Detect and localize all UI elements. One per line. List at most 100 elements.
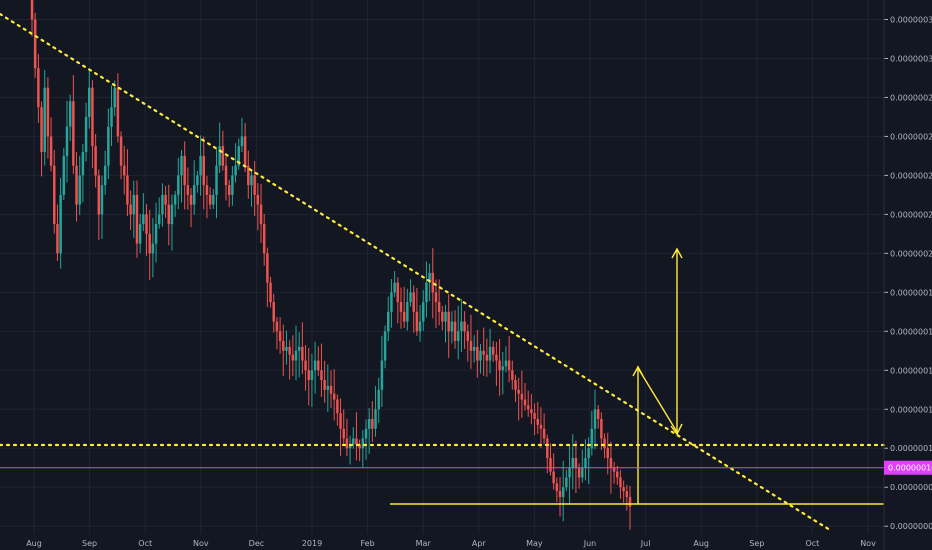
candle-body	[129, 204, 132, 215]
candle-body	[546, 438, 549, 458]
candle-body	[46, 87, 50, 137]
candle-body	[329, 385, 333, 394]
candle-body	[91, 87, 94, 147]
candle-body	[221, 146, 225, 166]
candle-body	[390, 292, 393, 312]
candle-body	[135, 194, 139, 244]
candle-body	[406, 302, 409, 322]
candle-body	[402, 311, 406, 322]
y-tick-label: 0.00000033	[890, 15, 932, 24]
candle-body	[571, 457, 574, 468]
y-tick-label: 0.00000013	[890, 405, 932, 414]
candle-body	[240, 136, 244, 147]
candle-body	[237, 146, 240, 166]
y-tick-label: 0.00000021	[890, 249, 932, 258]
y-tick-label: 0.00000019	[890, 288, 932, 297]
x-tick-label: Nov	[860, 539, 876, 548]
time-axis[interactable]: Aug Sep Oct Nov Dec 2019 Feb Mar Apr May Jun Jul Aug…	[26, 539, 876, 548]
candle-body	[584, 457, 587, 468]
candle-body	[30, 0, 34, 20]
candle-body	[49, 136, 53, 166]
candle-body	[275, 321, 279, 332]
y-tick-label: 0.00000027	[890, 132, 932, 141]
candle-body	[282, 341, 285, 351]
candle-body	[447, 311, 450, 332]
projection-path[interactable]	[637, 250, 678, 504]
candle-body	[107, 126, 110, 166]
candle-body	[418, 321, 422, 332]
candle-body	[53, 165, 56, 225]
candle-body	[466, 331, 470, 342]
y-tick-label: 0.00000011	[890, 444, 932, 453]
candle-body	[183, 155, 186, 186]
y-tick-label: 0.00000029	[890, 93, 932, 102]
candles	[30, 0, 632, 530]
candle-body	[415, 311, 419, 332]
y-tick-label: 0.00000007	[890, 522, 932, 531]
candle-body	[145, 214, 148, 234]
candle-body	[234, 165, 237, 176]
candle-body	[609, 457, 613, 468]
candle-body	[243, 136, 247, 166]
candle-body	[218, 146, 221, 166]
candle-body	[345, 438, 349, 449]
candle-body	[110, 107, 113, 127]
price-axis[interactable]: 0.00000033 0.00000031 0.00000029 0.00000027…	[883, 0, 932, 550]
candle-body	[62, 155, 66, 195]
candle-body	[428, 272, 431, 283]
candle-body	[56, 224, 59, 254]
x-tick-label: 2019	[302, 539, 322, 548]
candle-body	[269, 282, 272, 303]
candle-body	[97, 175, 101, 215]
x-tick-label: Aug	[693, 539, 709, 548]
candle-body	[247, 165, 250, 186]
x-tick-label: Jul	[640, 539, 651, 548]
candle-body	[542, 428, 546, 439]
candle-body	[262, 224, 266, 254]
candle-body	[434, 292, 438, 303]
candle-body	[476, 346, 479, 361]
candle-body	[68, 101, 72, 127]
candle-body	[593, 409, 597, 429]
candle-body	[88, 87, 91, 117]
grid-lines	[0, 0, 884, 534]
candle-body	[259, 204, 263, 225]
candle-body	[526, 405, 530, 410]
candle-body	[377, 389, 380, 410]
candle-body	[374, 409, 377, 429]
candle-body	[132, 194, 136, 215]
candle-body	[425, 282, 428, 303]
x-tick-label: Aug	[26, 539, 42, 548]
x-tick-label: Oct	[805, 539, 819, 548]
candle-body	[256, 194, 260, 205]
candle-body	[78, 175, 81, 205]
candle-body	[456, 331, 460, 342]
candle-body	[619, 477, 622, 488]
descending-trendline[interactable]	[0, 12, 832, 532]
candle-body	[253, 175, 256, 195]
candle-body	[199, 155, 202, 176]
candle-body	[596, 409, 600, 420]
candle-body	[517, 389, 520, 394]
x-tick-label: Mar	[416, 539, 432, 548]
candle-body	[196, 175, 199, 186]
candle-body	[612, 467, 616, 472]
candle-body	[100, 185, 104, 215]
candle-body	[501, 366, 505, 371]
candle-body	[84, 116, 88, 153]
candle-body	[81, 152, 85, 176]
candle-body	[180, 155, 183, 176]
candle-body	[186, 185, 190, 195]
candle-body	[301, 346, 304, 361]
candle-body	[399, 302, 403, 312]
candle-body	[227, 185, 231, 195]
x-tick-label: May	[526, 539, 543, 548]
candle-body	[396, 282, 400, 303]
candle-body	[215, 165, 218, 195]
candle-body	[504, 360, 508, 367]
candle-body	[342, 428, 345, 439]
candle-body	[371, 419, 374, 429]
candle-body	[444, 311, 447, 322]
candle-body	[123, 165, 126, 176]
